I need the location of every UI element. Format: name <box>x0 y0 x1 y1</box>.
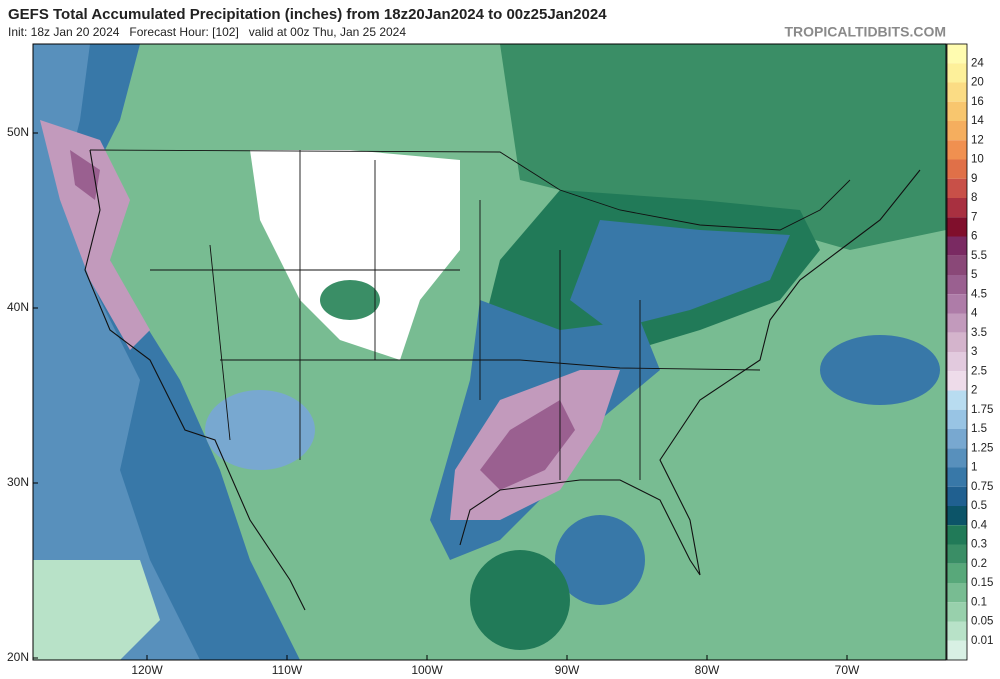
colorbar-swatch <box>947 121 967 141</box>
precip-area <box>570 220 790 330</box>
colorbar-label: 0.4 <box>971 519 988 531</box>
colorbar-label: 20 <box>971 77 984 89</box>
colorbar-label: 0.05 <box>971 616 993 628</box>
colorbar-swatch <box>947 294 967 314</box>
colorbar-label: 12 <box>971 134 984 146</box>
colorbar-swatch <box>947 332 967 352</box>
latitude-label: 20N <box>7 650 29 664</box>
colorbar-swatch <box>947 198 967 218</box>
source: TROPICALTIDBITS.COM <box>784 24 946 40</box>
colorbar-label: 2.5 <box>971 365 987 377</box>
colorbar-label: 2 <box>971 385 977 397</box>
colorbar-label: 0.75 <box>971 481 993 493</box>
title: GEFS Total Accumulated Precipitation (in… <box>8 6 607 23</box>
colorbar-frame <box>946 43 968 661</box>
axis-labels: 50N 40N 30N 20N 120W 110W 100W 90W 80W 70W <box>7 125 860 677</box>
colorbar-swatch <box>947 101 967 121</box>
colorbar-label: 10 <box>971 154 984 166</box>
latitude-label: 40N <box>7 300 29 314</box>
colorbar-label: 3.5 <box>971 327 987 339</box>
longitude-label: 100W <box>411 663 443 677</box>
colorbar-swatch <box>947 140 967 160</box>
colorbar-swatch <box>947 448 967 468</box>
precip-area <box>555 515 645 605</box>
colorbar-label: 0.5 <box>971 500 987 512</box>
colorbar-label: 16 <box>971 96 984 108</box>
colorbar-swatch <box>947 467 967 487</box>
colorbar-label: 8 <box>971 192 977 204</box>
latitude-label: 50N <box>7 125 29 139</box>
state-borders <box>89 149 851 480</box>
colorbar-swatch <box>947 602 967 622</box>
precip-area <box>480 400 575 490</box>
colorbar-label: 1.75 <box>971 404 993 416</box>
precip-area <box>33 560 160 660</box>
colorbar-swatch <box>947 371 967 391</box>
longitude-label: 80W <box>695 663 720 677</box>
precip-area <box>205 390 315 470</box>
dry-area <box>250 150 460 360</box>
precip-area <box>820 335 940 405</box>
longitude-label: 120W <box>131 663 163 677</box>
colorbar-swatch <box>947 82 967 102</box>
colorbar-swatch <box>947 486 967 506</box>
colorbar-label: 14 <box>971 115 984 127</box>
colorbar-swatch <box>947 640 967 660</box>
colorbar-swatch <box>947 563 967 583</box>
colorbar-swatch <box>947 621 967 641</box>
colorbar-swatch <box>947 275 967 295</box>
colorbar-swatch <box>947 429 967 449</box>
colorbar-label: 4.5 <box>971 288 987 300</box>
precip-area <box>70 150 100 200</box>
colorbar-label: 9 <box>971 173 977 185</box>
colorbar-label: 7 <box>971 211 977 223</box>
longitude-label: 110W <box>272 663 303 677</box>
colorbar-label: 1.25 <box>971 442 993 454</box>
precip-area <box>40 120 150 350</box>
colorbar-swatch <box>947 352 967 372</box>
latitude-label: 30N <box>7 475 29 489</box>
colorbar-swatch <box>947 178 967 198</box>
precip-area <box>320 280 380 320</box>
colorbar-swatch <box>947 313 967 333</box>
colorbar-label: 5.5 <box>971 250 987 262</box>
map <box>33 44 946 660</box>
coastline <box>84 149 306 611</box>
colorbar-swatch <box>947 583 967 603</box>
coastline <box>459 169 921 576</box>
colorbar-label: 0.2 <box>971 558 987 570</box>
colorbar-swatch <box>947 236 967 256</box>
colorbar-label: 0.15 <box>971 577 993 589</box>
colorbar-swatch <box>947 525 967 545</box>
colorbar-label: 0.1 <box>971 596 987 608</box>
colorbar-swatch <box>947 409 967 429</box>
subtitle: Init: 18z Jan 20 2024 Forecast Hour: [10… <box>8 25 406 39</box>
colorbar-label: 1 <box>971 462 977 474</box>
colorbar-label: 1.5 <box>971 423 987 435</box>
colorbar-swatch <box>947 63 967 83</box>
map-frame <box>32 43 947 661</box>
longitude-label: 90W <box>555 663 580 677</box>
colorbar-label: 24 <box>971 57 984 69</box>
colorbar-label: 4 <box>971 308 978 320</box>
colorbar-label: 3 <box>971 346 977 358</box>
colorbar-label: 5 <box>971 269 977 281</box>
colorbar: 24 20 16 14 12 10 9 8 7 6 5.5 5 4.5 4 3.5 3 2.5 2 1.75 1.5 1… <box>946 43 993 661</box>
colorbar-swatch <box>947 544 967 564</box>
colorbar-swatch <box>947 44 967 64</box>
colorbar-swatch <box>947 255 967 275</box>
colorbar-swatch <box>947 159 967 179</box>
precip-area <box>470 550 570 650</box>
colorbar-label: 6 <box>971 231 977 243</box>
precip-area <box>33 44 200 660</box>
colorbar-swatch <box>947 217 967 237</box>
colorbar-label: 0.3 <box>971 539 987 551</box>
longitude-label: 70W <box>835 663 860 677</box>
colorbar-label: 0.01 <box>971 635 993 647</box>
colorbar-swatch <box>947 506 967 526</box>
colorbar-swatch <box>947 390 967 410</box>
